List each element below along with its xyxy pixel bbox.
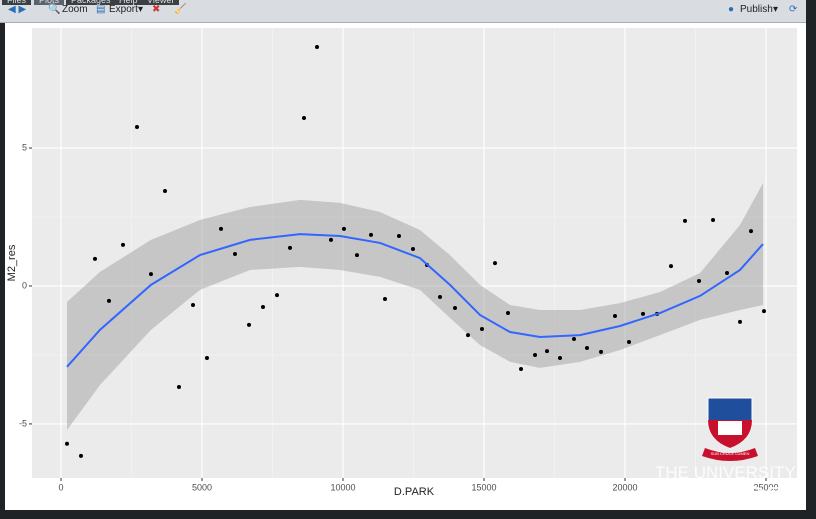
watermark-text: ADELAIDE <box>655 481 784 510</box>
point <box>93 256 98 261</box>
smooth-line <box>66 233 764 368</box>
point <box>134 125 139 130</box>
point <box>148 272 153 277</box>
point <box>341 226 346 231</box>
point <box>627 339 632 344</box>
chart: 0 5000 10000 15000 20000 25000 -5 0 5 D.PARK M2_… <box>5 23 806 510</box>
x-tick-label: 15000 <box>471 482 496 492</box>
point <box>725 271 730 276</box>
point <box>453 306 458 311</box>
motto: SUB CRUCE LUMEN <box>711 451 750 456</box>
point <box>668 264 673 269</box>
point <box>612 314 617 319</box>
publish-button[interactable]: Publish <box>740 4 773 15</box>
point <box>762 309 767 314</box>
point <box>314 45 319 50</box>
point <box>288 245 293 250</box>
zoom-icon: 🔍 <box>48 4 61 15</box>
tab[interactable]: Help <box>114 0 143 5</box>
logo: SUB CRUCE LUMEN <box>702 397 758 461</box>
point <box>492 261 497 266</box>
point <box>558 355 563 360</box>
point <box>64 441 69 446</box>
confidence-band <box>66 183 764 430</box>
point <box>466 333 471 338</box>
point <box>328 237 333 242</box>
tab[interactable]: Plots <box>34 0 65 5</box>
tab[interactable]: Files <box>2 0 32 5</box>
point <box>505 311 510 316</box>
point <box>571 336 576 341</box>
dropdown-arrow: ▾ <box>773 4 779 15</box>
x-tick-label: 0 <box>58 482 63 492</box>
export-button[interactable]: Export <box>109 4 138 15</box>
point <box>683 218 688 223</box>
plot-toolbar: Files Plots Packages Help Viewer ◀ ▶ 🔍 Z… <box>0 0 806 23</box>
panel <box>32 28 797 478</box>
back-button[interactable]: ◀ ▶ <box>8 4 27 15</box>
publish-icon: ● <box>728 4 735 15</box>
x-axis-title: D.PARK <box>394 486 435 498</box>
y-tick-label: -5 <box>19 418 27 428</box>
y-tick-label: 5 <box>22 142 27 152</box>
point <box>162 189 167 194</box>
x-tick-label: 20000 <box>612 482 637 492</box>
point <box>738 319 743 324</box>
point <box>78 453 83 458</box>
tab[interactable]: Packages <box>66 0 116 5</box>
point <box>599 349 604 354</box>
point <box>697 279 702 284</box>
point <box>247 322 252 327</box>
point <box>176 384 181 389</box>
point <box>106 298 111 303</box>
point <box>584 346 589 351</box>
point <box>410 246 415 251</box>
y-tick-label: 0 <box>22 280 27 290</box>
zoom-button[interactable]: Zoom <box>62 4 88 15</box>
refresh-button[interactable]: ⟳ <box>789 4 798 15</box>
remove-button[interactable]: ✖ <box>152 4 161 15</box>
point <box>369 232 374 237</box>
x-tick-label: 5000 <box>192 482 212 492</box>
point <box>518 367 523 372</box>
point <box>479 327 484 332</box>
point <box>711 218 716 223</box>
clear-button[interactable]: 🧹 <box>174 4 187 15</box>
point <box>260 304 265 309</box>
point <box>204 355 209 360</box>
watermark-text: THE UNIVERSITY <box>655 463 796 482</box>
point <box>121 242 126 247</box>
export-icon: ▤ <box>96 4 106 15</box>
point <box>275 293 280 298</box>
point <box>438 295 443 300</box>
x-tick-label: 25000 <box>753 482 778 492</box>
dropdown-arrow: ▾ <box>138 4 144 15</box>
point <box>397 234 402 239</box>
point <box>533 352 538 357</box>
point <box>301 115 306 120</box>
point <box>749 229 754 234</box>
x-tick-label: 10000 <box>330 482 355 492</box>
point <box>545 349 550 354</box>
point <box>354 253 359 258</box>
point <box>640 311 645 316</box>
y-axis-title: M2_res <box>6 244 18 281</box>
point <box>219 226 224 231</box>
tab[interactable]: Viewer <box>142 0 180 5</box>
point <box>190 303 195 308</box>
point <box>382 296 387 301</box>
point <box>232 251 237 256</box>
